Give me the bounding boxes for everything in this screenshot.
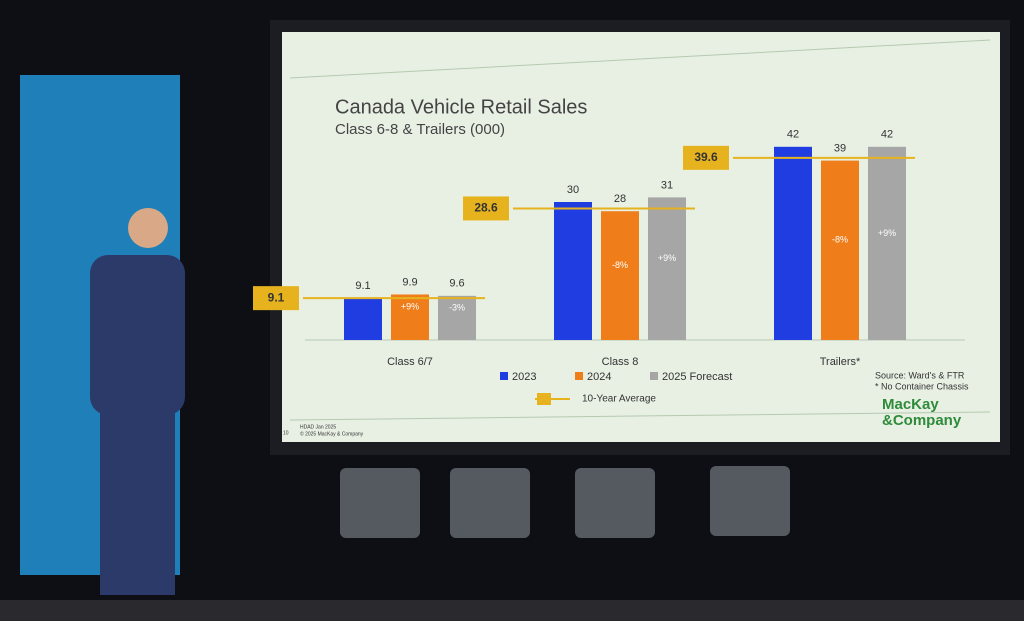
average-label: 28.6: [474, 201, 498, 215]
footer: HDAD Jan 2025: [300, 424, 336, 430]
change-label: +9%: [658, 253, 676, 263]
legend-swatch: [575, 372, 583, 380]
category-label: Trailers*: [820, 356, 861, 368]
source: Source: Ward's & FTR: [875, 370, 965, 380]
category-label: Class 8: [602, 356, 639, 368]
bar: [438, 295, 476, 340]
bar: [554, 202, 592, 340]
slide-rule: [289, 39, 991, 79]
legend-swatch: [650, 372, 658, 380]
footer: © 2025 MacKay & Company: [300, 430, 364, 437]
presenter-legs: [100, 410, 175, 595]
average-box: [253, 286, 299, 311]
value-label: 39: [834, 143, 846, 155]
change-label: -8%: [832, 235, 848, 245]
bar: [821, 160, 859, 340]
bar: [601, 211, 639, 340]
chart-subtitle: Class 6-8 & Trailers (000): [335, 121, 505, 138]
change-label: +9%: [401, 302, 419, 312]
chair: [710, 466, 790, 536]
bar: [774, 146, 812, 340]
legend-average-box: [537, 393, 551, 405]
logo: MacKay: [882, 396, 939, 413]
average-box: [683, 145, 729, 170]
legend-label: 10-Year Average: [582, 394, 656, 405]
value-label: 9.6: [449, 278, 464, 290]
category-label: Class 6/7: [387, 356, 433, 368]
presenter-body: [90, 255, 185, 415]
chair: [340, 468, 420, 538]
value-label: 42: [881, 129, 893, 141]
average-box: [463, 196, 509, 221]
chair: [575, 468, 655, 538]
note: * No Container Chassis: [875, 381, 969, 391]
slide-rule: [289, 411, 991, 421]
bar: [391, 294, 429, 340]
presenter: [90, 208, 185, 595]
bar: [868, 146, 906, 340]
chair: [450, 468, 530, 538]
change-label: +9%: [878, 228, 896, 238]
legend-label: 2024: [587, 371, 611, 383]
bar: [344, 298, 382, 340]
value-label: 42: [787, 129, 799, 141]
value-label: 9.9: [402, 276, 417, 288]
chairs: [340, 466, 790, 538]
legend-swatch: [500, 372, 508, 380]
average-label: 39.6: [694, 150, 718, 164]
value-label: 9.1: [355, 280, 370, 292]
stage-floor: [0, 600, 1024, 621]
value-label: 28: [614, 193, 626, 205]
value-label: 30: [567, 184, 579, 196]
change-label: -8%: [612, 260, 628, 270]
value-label: 31: [661, 179, 673, 191]
average-label: 9.1: [268, 290, 285, 304]
page-number: 10: [283, 430, 289, 436]
presenter-head: [128, 208, 168, 248]
bar: [648, 197, 686, 340]
legend-label: 2023: [512, 371, 536, 383]
legend-label: 2025 Forecast: [662, 371, 732, 383]
logo: &Company: [882, 412, 962, 429]
chart-title: Canada Vehicle Retail Sales: [335, 96, 587, 118]
change-label: -3%: [449, 302, 465, 312]
